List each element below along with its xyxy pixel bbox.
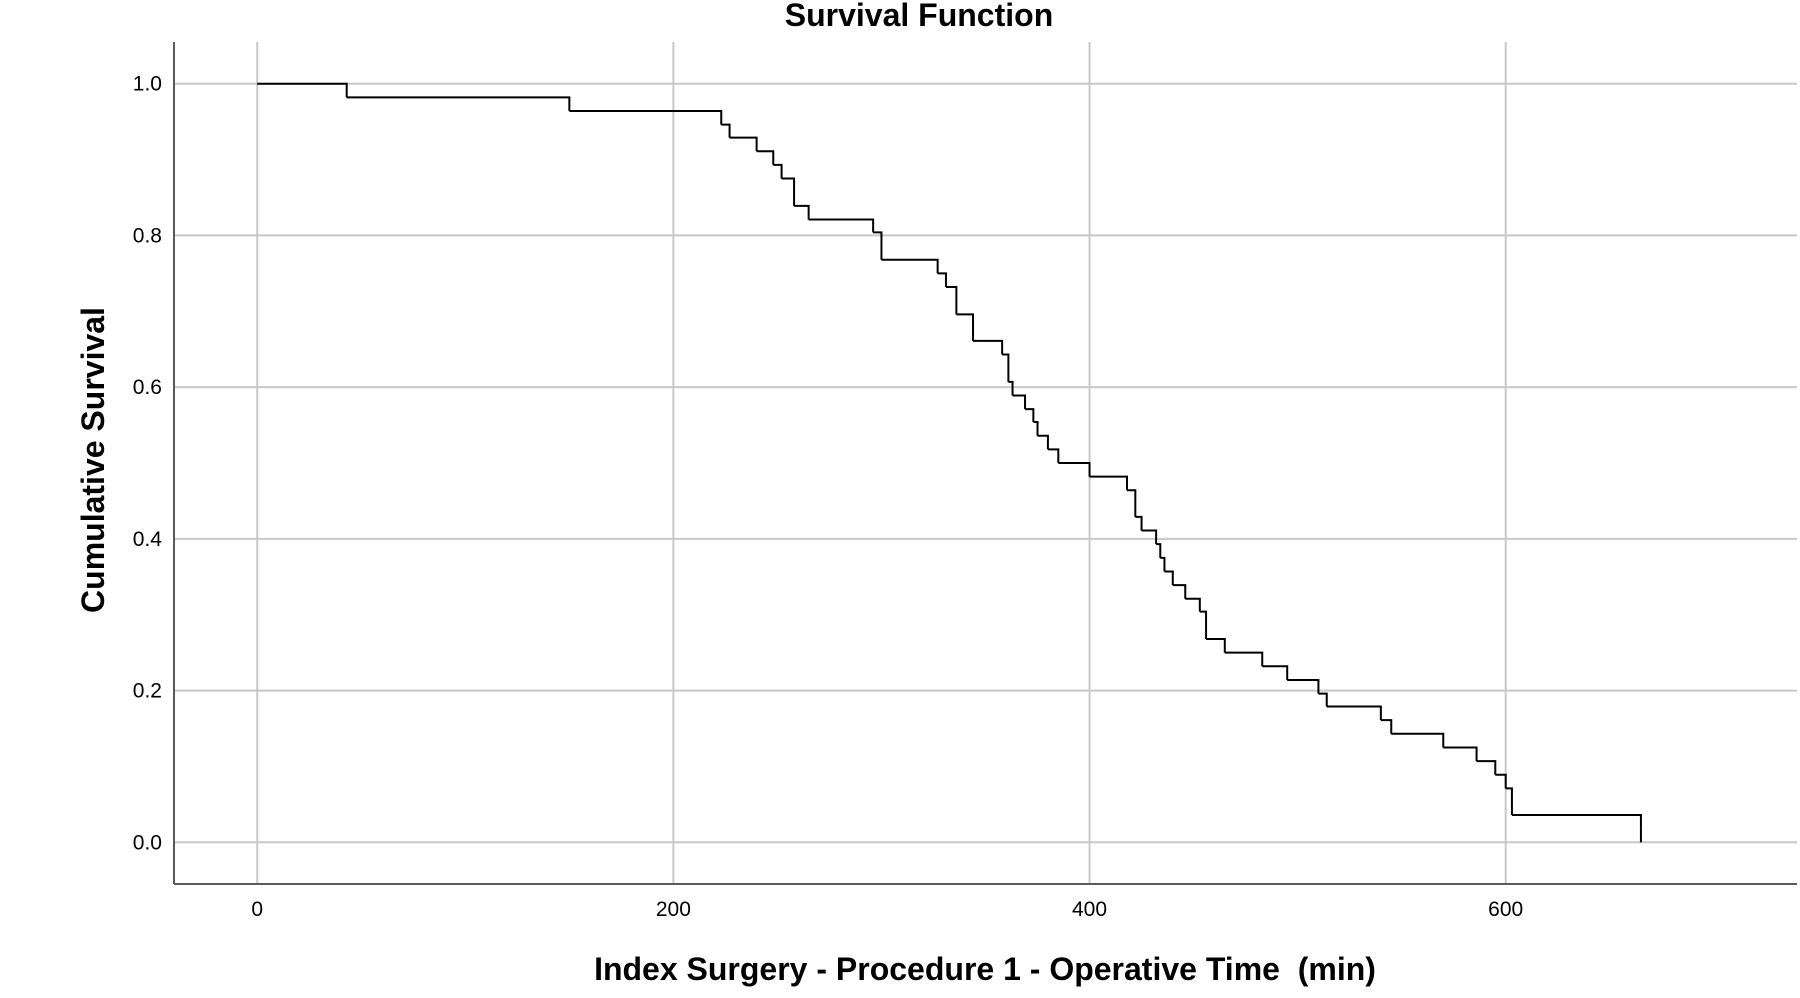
y-tick-label-0.2: 0.2 bbox=[133, 680, 162, 703]
chart-title: Survival Function bbox=[785, 0, 1053, 33]
survival-step-13 bbox=[937, 272, 947, 288]
survival-step-40 bbox=[1318, 692, 1328, 707]
survival-step-22 bbox=[1033, 421, 1039, 436]
survival-step-7 bbox=[781, 177, 796, 206]
survival-step-41 bbox=[1326, 705, 1382, 721]
survival-step-10 bbox=[819, 218, 875, 233]
survival-step-14 bbox=[945, 286, 958, 315]
survival-step-36 bbox=[1206, 637, 1226, 653]
survival-step-29 bbox=[1141, 529, 1158, 545]
x-tick-label-600: 600 bbox=[1488, 898, 1523, 921]
grid bbox=[174, 42, 1797, 884]
survival-step-38 bbox=[1262, 665, 1289, 680]
survival-step-48 bbox=[1511, 813, 1642, 829]
survival-step-3 bbox=[721, 123, 731, 138]
survival-step-47 bbox=[1505, 787, 1513, 815]
survival-step-42 bbox=[1380, 719, 1393, 734]
y-tick-label-1.0: 1.0 bbox=[133, 73, 162, 96]
survival-step-39 bbox=[1287, 678, 1320, 694]
tick-labels: 0 200 400 600 0.0 0.2 0.4 0.6 0.8 1.0 bbox=[133, 73, 1523, 921]
y-tick-label-0.8: 0.8 bbox=[133, 224, 162, 247]
survival-step-35 bbox=[1199, 610, 1208, 639]
survival-step-45 bbox=[1476, 760, 1497, 775]
y-tick-label-0.0: 0.0 bbox=[133, 831, 162, 854]
survival-step-5 bbox=[756, 150, 775, 165]
axes bbox=[173, 42, 1797, 885]
survival-step-19 bbox=[1008, 380, 1014, 396]
survival-step-18 bbox=[1002, 353, 1010, 382]
survival-step-21 bbox=[1025, 408, 1035, 423]
y-axis-label: Cumulative Survival bbox=[75, 307, 111, 613]
x-tick-label-0: 0 bbox=[251, 898, 263, 921]
survival-step-33 bbox=[1172, 584, 1187, 599]
survival-step-43 bbox=[1391, 732, 1445, 748]
survival-step-27 bbox=[1126, 489, 1137, 517]
survival-step-31 bbox=[1160, 556, 1166, 572]
y-tick-label-0.4: 0.4 bbox=[133, 528, 163, 551]
survival-step-46 bbox=[1495, 773, 1507, 789]
survival-step-32 bbox=[1164, 570, 1174, 586]
survival-step-2 bbox=[569, 110, 723, 125]
survival-step-0 bbox=[257, 82, 348, 98]
survival-step-20 bbox=[1012, 394, 1027, 410]
survival-step-11 bbox=[873, 231, 883, 260]
x-axis-label: Index Surgery - Procedure 1 - Operative … bbox=[594, 951, 1376, 987]
survival-step-30 bbox=[1156, 543, 1162, 558]
survival-step-17 bbox=[985, 339, 1004, 355]
survival-step-12 bbox=[881, 258, 939, 274]
survival-step-15 bbox=[956, 313, 975, 341]
x-tick-label-400: 400 bbox=[1072, 898, 1107, 921]
survival-step-24 bbox=[1047, 448, 1060, 463]
survival-step-34 bbox=[1185, 597, 1201, 612]
survival-step-28 bbox=[1135, 515, 1143, 531]
survival-step-25 bbox=[1058, 462, 1091, 477]
survival-step-6 bbox=[773, 163, 783, 179]
survival-step-44 bbox=[1443, 746, 1478, 762]
survival-step-23 bbox=[1037, 434, 1049, 450]
y-tick-label-0.6: 0.6 bbox=[133, 376, 162, 399]
survival-step-1 bbox=[346, 96, 571, 112]
x-tick-label-200: 200 bbox=[656, 898, 691, 921]
survival-step-37 bbox=[1224, 651, 1264, 667]
series bbox=[257, 82, 1642, 843]
survival-step-26 bbox=[1089, 475, 1128, 491]
survival-step-8 bbox=[794, 204, 810, 220]
survival-step-4 bbox=[729, 136, 758, 152]
